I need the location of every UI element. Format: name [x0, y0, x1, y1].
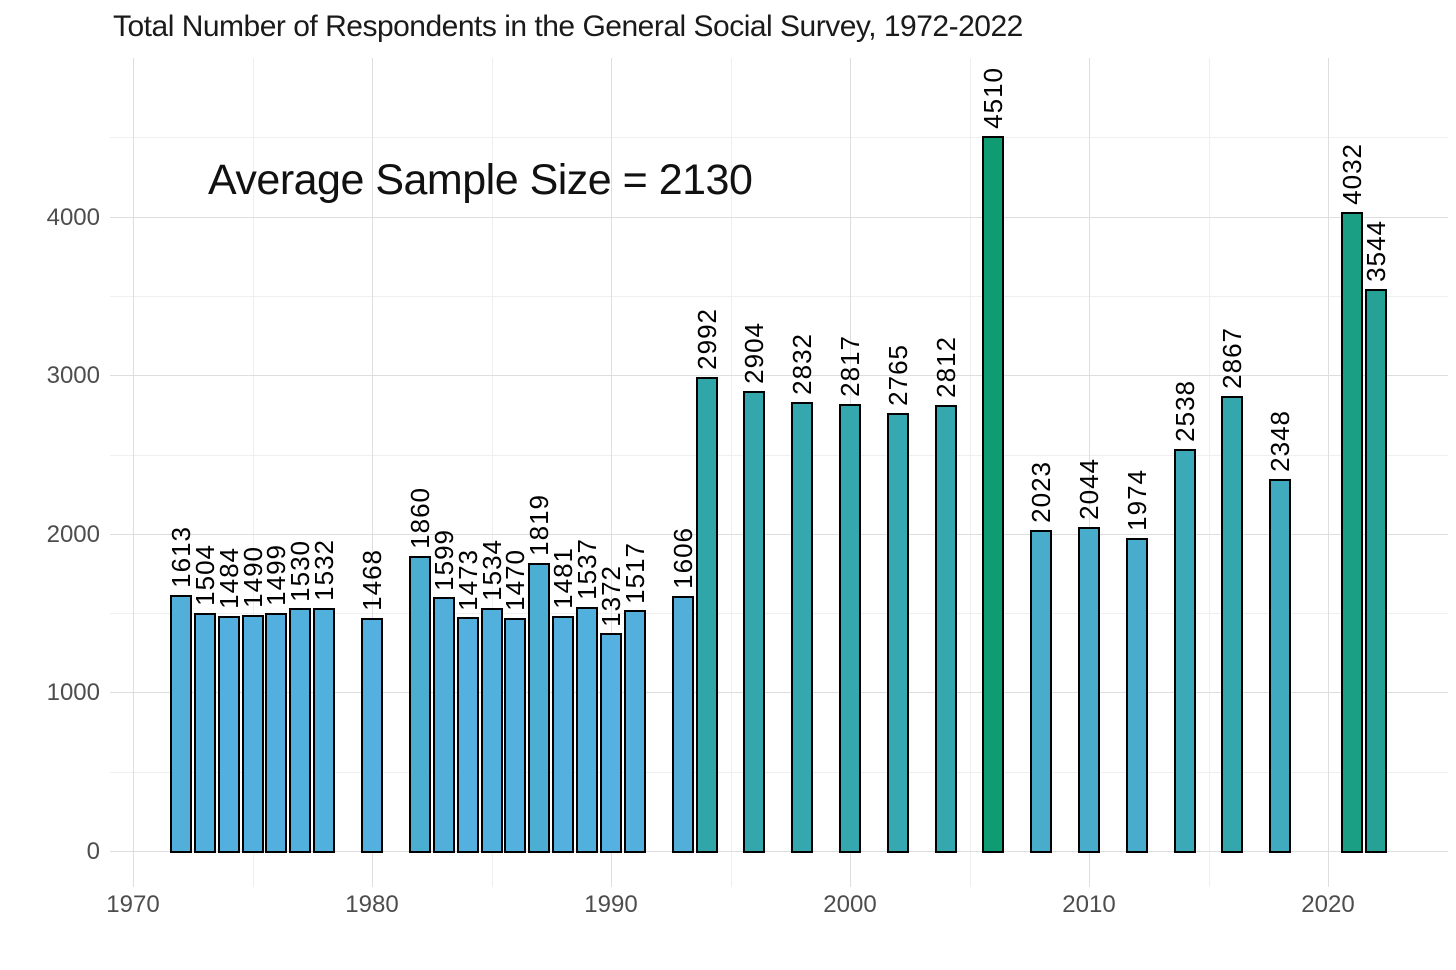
- bar-1993: [671, 596, 694, 853]
- x-tick-label-1980: 1980: [345, 891, 399, 918]
- bar-1994: [695, 376, 718, 853]
- bar-value-label-1991: 1517: [619, 541, 650, 604]
- y-tick-label-0: 0: [86, 838, 100, 865]
- gridline-x-minor-1985: [491, 58, 493, 887]
- bar-1988: [552, 616, 575, 853]
- bar-value-label-2012: 1974: [1121, 469, 1152, 531]
- bar-value-label-1978: 1532: [309, 539, 340, 602]
- bar-value-label-2004: 2812: [930, 336, 961, 399]
- gridline-y-minor-3500: [110, 296, 1448, 297]
- x-tick-label-2010: 2010: [1062, 891, 1116, 918]
- bar-2006: [982, 135, 1005, 853]
- x-tick-label-1990: 1990: [584, 891, 638, 918]
- bar-1982: [408, 556, 431, 853]
- chart-title: Total Number of Respondents in the Gener…: [113, 10, 1023, 43]
- bar-1991: [623, 610, 646, 853]
- bar-value-label-2002: 2765: [882, 343, 913, 406]
- y-tick-label-3000: 3000: [46, 362, 100, 390]
- gridline-x-1980: [372, 58, 373, 887]
- gridline-x-minor-1975: [252, 58, 254, 887]
- bar-1983: [432, 597, 455, 853]
- bar-1975: [241, 614, 264, 853]
- x-tick-label-2020: 2020: [1301, 891, 1355, 918]
- gridline-y-1000: [110, 692, 1448, 694]
- bar-value-label-2014: 2538: [1169, 379, 1200, 442]
- bar-2018: [1269, 478, 1292, 853]
- bar-1987: [528, 562, 551, 853]
- bar-value-label-2000: 2817: [835, 335, 865, 398]
- x-tick-label-2000: 2000: [823, 891, 877, 918]
- bar-1998: [791, 401, 814, 853]
- bar-1990: [600, 633, 622, 853]
- gridline-y-0: [110, 851, 1448, 852]
- bar-value-label-1980: 1468: [357, 549, 387, 612]
- y-tick-label-1000: 1000: [46, 679, 100, 707]
- bar-1973: [193, 612, 216, 853]
- bar-2014: [1173, 448, 1196, 853]
- bar-2008: [1030, 530, 1053, 853]
- gridline-y-2000: [110, 533, 1448, 535]
- bar-1989: [576, 607, 599, 853]
- bar-1978: [313, 608, 336, 853]
- gridline-x-1970: [133, 58, 134, 887]
- y-tick-label-2000: 2000: [46, 520, 100, 548]
- x-tick-label-1970: 1970: [106, 891, 160, 918]
- bar-value-label-2018: 2348: [1265, 409, 1296, 472]
- gridline-x-minor-1995: [730, 58, 732, 887]
- bar-2012: [1125, 538, 1148, 853]
- bar-value-label-1993: 1606: [667, 527, 698, 590]
- bar-1996: [743, 390, 766, 853]
- bar-value-label-1986: 1470: [500, 549, 531, 611]
- bar-value-label-2021: 4032: [1336, 142, 1367, 205]
- bar-2016: [1221, 396, 1244, 853]
- bar-value-label-1998: 2832: [787, 333, 818, 395]
- gridline-x-minor-2015: [1208, 58, 1210, 887]
- bar-1985: [480, 607, 503, 853]
- bar-1972: [169, 595, 192, 853]
- bar-value-label-1996: 2904: [739, 321, 770, 384]
- gridline-y-minor-2500: [110, 454, 1448, 456]
- bar-2021: [1340, 211, 1363, 853]
- bar-value-label-2022: 3544: [1360, 220, 1391, 282]
- gridline-y-minor-1500: [110, 613, 1448, 615]
- gridline-y-minor-500: [110, 771, 1448, 773]
- gridline-x-1990: [611, 58, 612, 887]
- bar-value-label-2016: 2867: [1217, 327, 1248, 390]
- bar-1980: [361, 618, 383, 853]
- y-tick-label-4000: 4000: [46, 203, 100, 231]
- bar-value-label-2010: 2044: [1074, 458, 1104, 520]
- bar-2000: [839, 404, 861, 853]
- bar-value-label-1994: 2992: [691, 307, 722, 370]
- average-sample-size-annotation: Average Sample Size = 2130: [208, 156, 753, 204]
- bar-1984: [456, 617, 479, 853]
- bar-value-label-2006: 4510: [978, 66, 1009, 129]
- bar-value-label-2008: 2023: [1026, 461, 1057, 524]
- bar-2022: [1364, 289, 1387, 853]
- gridline-y-4000: [110, 216, 1448, 218]
- bar-1974: [217, 615, 240, 853]
- bar-2002: [886, 412, 909, 853]
- bar-1986: [504, 617, 527, 853]
- gridline-y-minor-4500: [110, 137, 1448, 139]
- bar-2010: [1078, 526, 1100, 853]
- gridline-y-3000: [110, 375, 1448, 377]
- gridline-x-minor-2005: [969, 58, 971, 887]
- gridline-x-2020: [1328, 58, 1329, 887]
- bar-2004: [934, 405, 957, 853]
- bar-1977: [289, 608, 312, 853]
- bar-1976: [265, 613, 288, 853]
- gridline-x-2010: [1089, 58, 1090, 887]
